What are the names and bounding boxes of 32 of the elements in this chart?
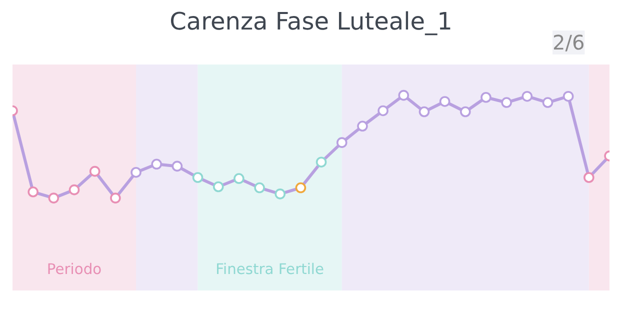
point [418,106,430,118]
point [110,192,121,204]
point [254,182,265,194]
point [542,97,554,108]
text: Finestra Fertile [216,261,324,278]
text: Periodo [46,261,102,278]
point [316,156,327,168]
point [151,158,162,170]
point [130,166,142,178]
point [522,90,533,102]
point [378,105,388,116]
point [212,181,224,192]
point [89,166,100,177]
point [172,160,183,172]
point [439,96,450,107]
point [68,184,80,196]
chart-title: Carenza Fase Luteale_1 [170,8,452,36]
point [48,192,60,204]
point [460,106,471,118]
point [480,92,492,103]
point [274,188,286,200]
point [28,186,38,198]
point [336,137,348,148]
point [357,120,368,132]
point [584,172,594,183]
point [234,173,244,184]
text: 2/6 [552,30,585,54]
point [562,90,574,102]
point [398,90,410,101]
point [192,172,204,183]
point [501,97,512,108]
point [295,182,306,194]
